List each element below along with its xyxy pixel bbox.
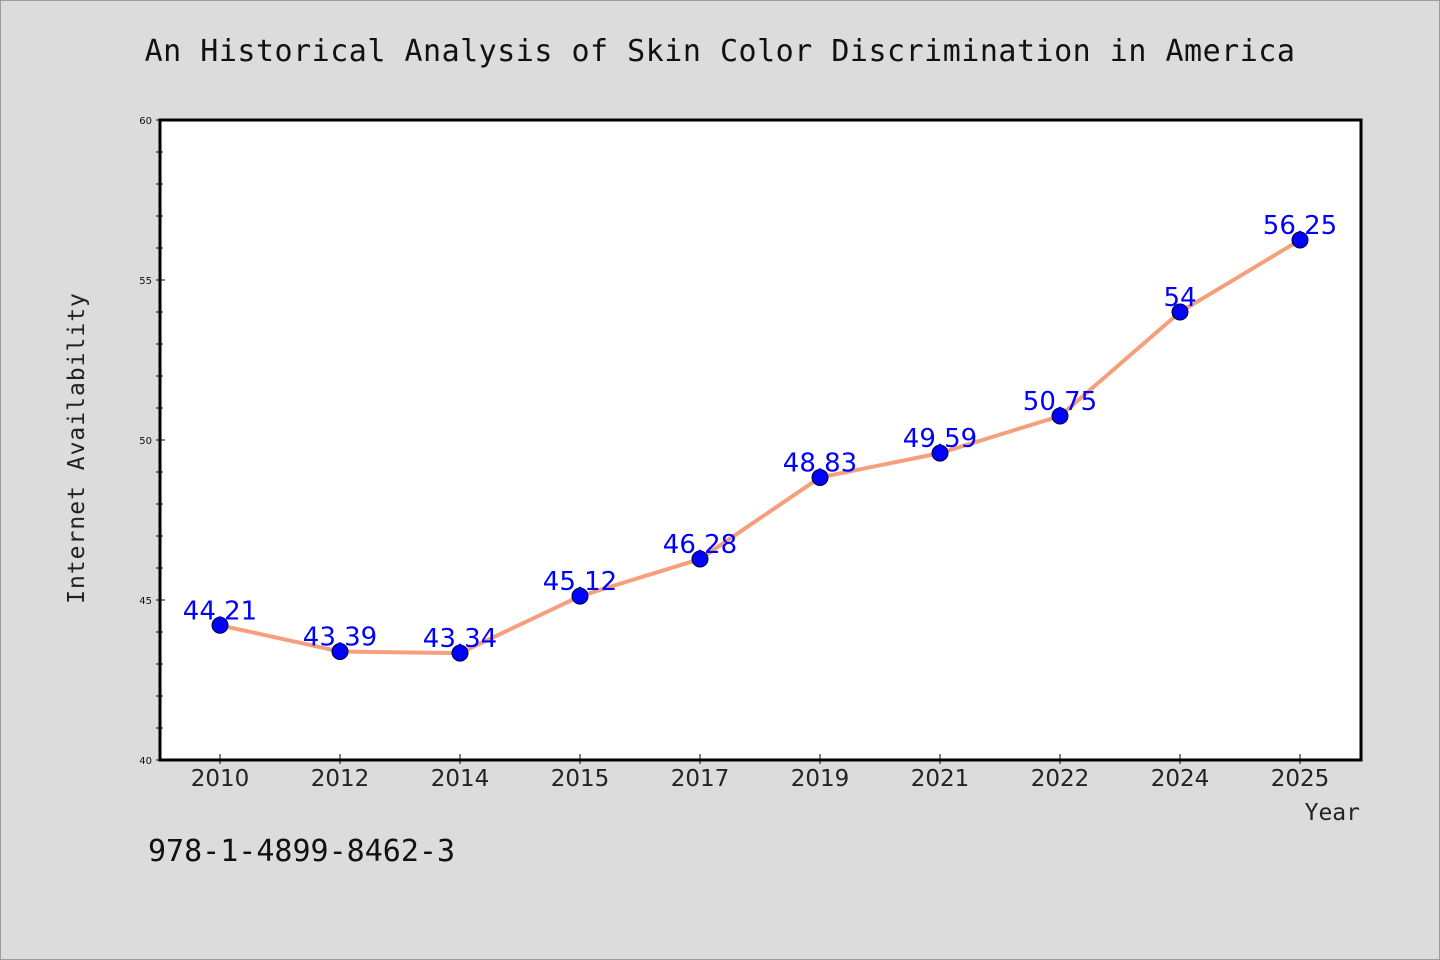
data-label: 48.83 xyxy=(783,448,857,478)
x-tick-label: 2021 xyxy=(911,766,970,792)
data-label: 50.75 xyxy=(1023,387,1097,417)
series-line xyxy=(219,238,1302,656)
data-point xyxy=(1051,407,1069,425)
isbn-footer: 978-1-4899-8462-3 xyxy=(148,834,456,869)
data-label: 44.21 xyxy=(183,596,257,626)
data-point xyxy=(571,587,589,605)
x-axis: 2010 2012 2014 2015 2017 2019 2021 2022 2024 2025 xyxy=(191,754,1330,792)
y-axis: 40 45 50 55 60 xyxy=(139,116,165,767)
y-tick-label: 50 xyxy=(139,436,152,447)
data-label: 54 xyxy=(1163,283,1196,313)
y-tick-label: 60 xyxy=(139,116,152,127)
data-point xyxy=(211,616,229,634)
x-tick-label: 2010 xyxy=(191,766,250,792)
x-tick-label: 2017 xyxy=(671,766,730,792)
data-labels: 44.21 43.39 43.34 45.12 46.28 48.83 49.59 50.75… xyxy=(183,211,1337,654)
data-point xyxy=(931,444,949,462)
data-label: 49.59 xyxy=(903,424,977,454)
y-axis-label: Internet Availability xyxy=(64,292,90,604)
series-markers xyxy=(211,231,1309,662)
data-label: 43.39 xyxy=(303,623,377,653)
chart-title: An Historical Analysis of Skin Color Dis… xyxy=(144,34,1296,69)
data-label: 43.34 xyxy=(423,624,497,654)
data-label: 56.25 xyxy=(1263,211,1337,241)
y-tick-label: 40 xyxy=(139,756,152,767)
plot-area xyxy=(158,118,1363,762)
data-point xyxy=(691,550,709,568)
x-tick-label: 2024 xyxy=(1151,766,1210,792)
y-tick-label: 45 xyxy=(139,596,152,607)
data-point xyxy=(811,468,829,486)
data-point xyxy=(451,644,469,662)
x-tick-label: 2019 xyxy=(791,766,850,792)
data-point xyxy=(331,643,349,661)
x-tick-label: 2025 xyxy=(1271,766,1330,792)
data-point xyxy=(1291,231,1309,249)
y-tick-label: 55 xyxy=(139,276,152,287)
data-label: 45.12 xyxy=(543,567,617,597)
x-tick-label: 2015 xyxy=(551,766,610,792)
x-tick-label: 2012 xyxy=(311,766,370,792)
x-tick-label: 2022 xyxy=(1031,766,1090,792)
data-point xyxy=(1171,303,1189,321)
x-axis-label: Year xyxy=(1305,800,1360,826)
x-tick-label: 2014 xyxy=(431,766,490,792)
data-label: 46.28 xyxy=(663,530,737,560)
